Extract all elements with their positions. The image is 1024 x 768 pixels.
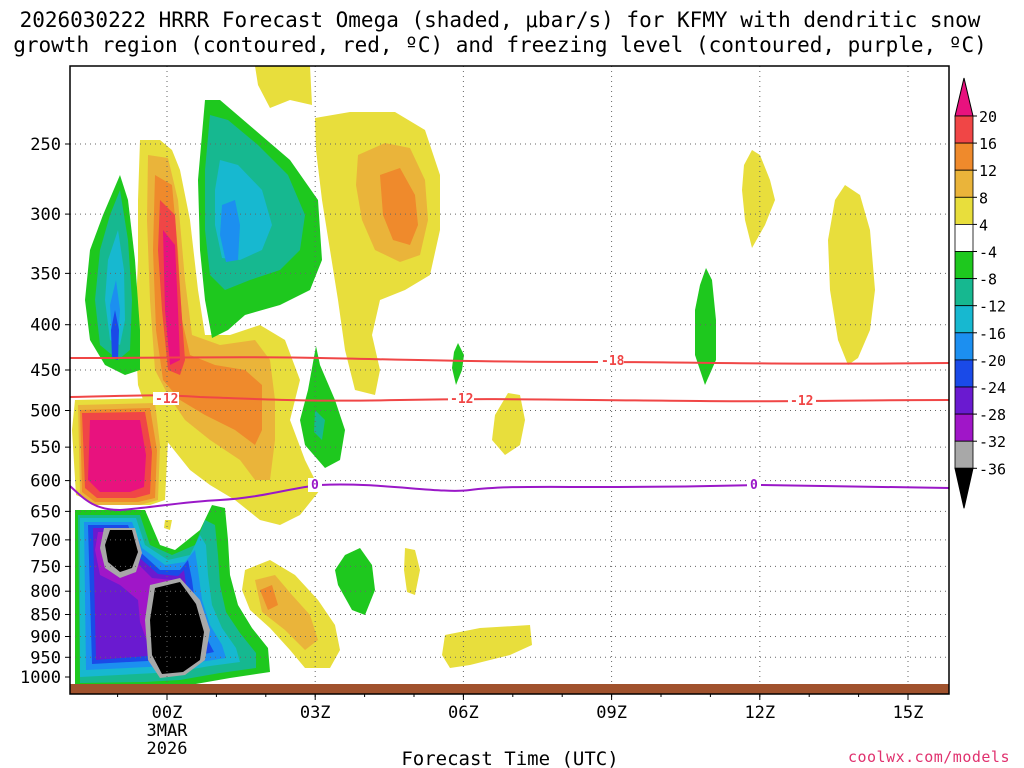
colorbar-swatch bbox=[954, 251, 974, 280]
colorbar-label: 12 bbox=[979, 162, 997, 180]
omega-region bbox=[492, 393, 525, 455]
omega-region bbox=[314, 410, 325, 440]
colorbar-swatch bbox=[954, 440, 974, 469]
y-tick-label: 300 bbox=[30, 205, 61, 225]
dgz-contour-minus18 bbox=[69, 356, 950, 365]
credit-link[interactable]: coolwx.com/models bbox=[847, 748, 1010, 766]
colorbar-swatch bbox=[954, 223, 974, 252]
colorbar-swatch bbox=[954, 278, 974, 307]
y-axis: 2503003504004505005506006507007508008509… bbox=[20, 135, 70, 688]
chart-title: 2026030222 HRRR Forecast Omega (shaded, … bbox=[0, 8, 1000, 58]
colorbar-swatch bbox=[954, 115, 974, 144]
colorbar-swatch bbox=[954, 142, 974, 171]
colorbar-label: -4 bbox=[979, 244, 997, 262]
omega-region bbox=[828, 185, 875, 365]
colorbar-swatch bbox=[954, 169, 974, 198]
omega-region bbox=[105, 530, 138, 572]
dgz-label-minus12: -12 bbox=[450, 392, 473, 407]
omega-shading bbox=[72, 66, 875, 690]
omega-region bbox=[164, 520, 172, 530]
omega-region bbox=[695, 268, 716, 385]
omega-region bbox=[452, 343, 464, 385]
colorbar-label: -32 bbox=[979, 433, 1006, 451]
y-tick-label: 750 bbox=[30, 557, 61, 577]
omega-region bbox=[255, 66, 312, 108]
x-tick-sublabel: 3MAR bbox=[147, 721, 189, 741]
colorbar-swatch bbox=[954, 305, 974, 334]
dgz-label-minus12: -12 bbox=[155, 392, 178, 407]
x-tick-label: 09Z bbox=[596, 703, 627, 723]
freezing-label: 0 bbox=[311, 478, 319, 493]
chart-title-line2: growth region (contoured, red, ºC) and f… bbox=[13, 33, 987, 57]
y-tick-label: 500 bbox=[30, 402, 61, 422]
dgz-contour-minus12 bbox=[69, 394, 950, 403]
x-tick-label: 03Z bbox=[300, 703, 331, 723]
colorbar-label: -20 bbox=[979, 352, 1006, 370]
y-tick-label: 950 bbox=[30, 648, 61, 668]
y-tick-label: 450 bbox=[30, 361, 61, 381]
y-tick-label: 1000 bbox=[20, 668, 61, 688]
omega-region bbox=[111, 310, 119, 360]
omega-region bbox=[404, 548, 420, 595]
colorbar-swatch bbox=[954, 413, 974, 442]
colorbar-label: -36 bbox=[979, 460, 1006, 478]
colorbar-swatch bbox=[954, 386, 974, 415]
y-tick-label: 250 bbox=[30, 135, 61, 155]
y-tick-label: 700 bbox=[30, 531, 61, 551]
y-tick-label: 650 bbox=[30, 502, 61, 522]
x-tick-label: 12Z bbox=[744, 703, 775, 723]
x-tick-label: 00Z bbox=[152, 703, 183, 723]
plot-frame bbox=[69, 65, 950, 695]
colorbar: 20 16 12 8 4 -4 -8 -12 -16 -20 -24 -28 -32 -36 bbox=[954, 77, 1006, 509]
x-tick-sublabel: 2026 bbox=[147, 739, 188, 759]
colorbar-swatch bbox=[954, 359, 974, 388]
omega-region bbox=[153, 175, 262, 445]
dgz-label-minus18: -18 bbox=[601, 354, 625, 369]
colorbar-label: -12 bbox=[979, 298, 1006, 316]
omega-region bbox=[300, 346, 345, 468]
omega-region bbox=[442, 625, 532, 668]
colorbar-label: -24 bbox=[979, 379, 1006, 397]
omega-region bbox=[88, 420, 146, 492]
freezing-level bbox=[69, 483, 950, 512]
colorbar-label: 4 bbox=[979, 216, 988, 234]
colorbar-swatch bbox=[954, 196, 974, 225]
omega-region bbox=[150, 582, 204, 674]
colorbar-label: 20 bbox=[979, 108, 997, 126]
colorbar-label: 8 bbox=[979, 189, 988, 207]
colorbar-label: -28 bbox=[979, 406, 1006, 424]
colorbar-label: -8 bbox=[979, 271, 997, 289]
omega-region bbox=[380, 168, 418, 245]
y-tick-label: 850 bbox=[30, 606, 61, 626]
chart-title-line1: 2026030222 HRRR Forecast Omega (shaded, … bbox=[19, 8, 981, 32]
x-axis-label: Forecast Time (UTC) bbox=[401, 748, 618, 768]
y-tick-label: 600 bbox=[30, 472, 61, 492]
x-tick-label: 06Z bbox=[448, 703, 479, 723]
omega-region bbox=[335, 548, 375, 615]
y-tick-label: 400 bbox=[30, 316, 61, 336]
omega-region bbox=[260, 585, 278, 610]
omega-region bbox=[742, 150, 775, 248]
y-tick-label: 800 bbox=[30, 582, 61, 602]
colorbar-swatch bbox=[954, 332, 974, 361]
colorbar-arrow-bottom bbox=[954, 467, 974, 509]
colorbar-arrow-top bbox=[954, 77, 974, 117]
colorbar-label: 16 bbox=[979, 135, 997, 153]
freezing-label: 0 bbox=[750, 478, 758, 493]
contour-labels: -18 -12 -12 -12 0 0 bbox=[153, 354, 816, 493]
x-tick-label: 15Z bbox=[893, 703, 924, 723]
colorbar-label: -16 bbox=[979, 325, 1006, 343]
y-tick-label: 550 bbox=[30, 438, 61, 458]
y-tick-label: 350 bbox=[30, 264, 61, 284]
omega-region bbox=[220, 200, 240, 262]
y-tick-label: 900 bbox=[30, 627, 61, 647]
ground-strip bbox=[70, 684, 949, 694]
dgz-label-minus12: -12 bbox=[790, 394, 813, 409]
